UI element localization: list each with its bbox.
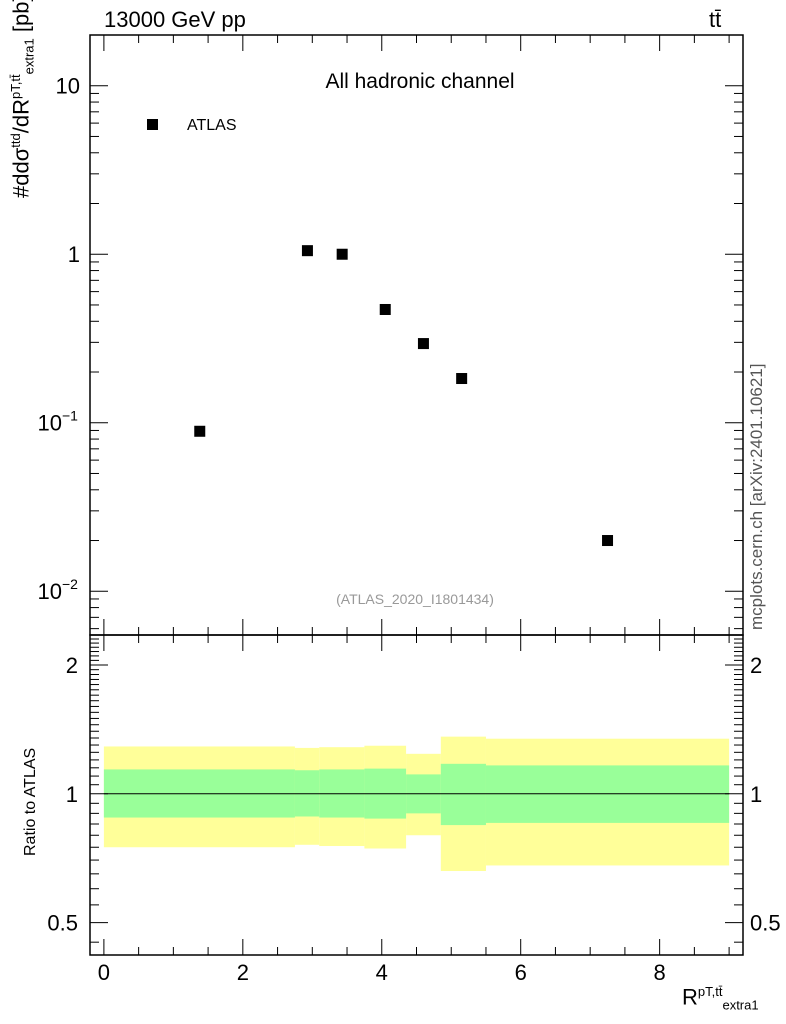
process-label: tt̄ [709, 7, 722, 32]
y-tick-label: 1 [68, 242, 80, 267]
x-tick-label: 4 [376, 960, 388, 985]
x-axis-label: RpT,tt̄extra1 [682, 984, 759, 1013]
y-tick-label: 10 [56, 74, 80, 99]
main-title: All hadronic channel [325, 70, 514, 93]
ratio-y-tick-label: 2 [66, 653, 78, 678]
legend-marker [147, 119, 158, 130]
axis-ticks [90, 34, 743, 955]
data-point [379, 303, 391, 315]
data-point [602, 535, 614, 547]
data-point [301, 245, 313, 257]
main-y-axis-label: #ddσttd/dRpT,tt̄extra1 [pb] [8, 0, 37, 198]
ratio-bands [103, 736, 730, 872]
legend-label: ATLAS [187, 117, 237, 134]
ratio-y-tick-label: 0.5 [47, 911, 78, 936]
data-point [336, 248, 348, 260]
y-tick-label: 10 [38, 579, 62, 604]
energy-label: 13000 GeV pp [104, 7, 246, 32]
y-tick-exponent: −1 [62, 408, 78, 424]
analysis-annotation: (ATLAS_2020_I1801434) [336, 591, 494, 607]
ratio-y-tick-label-right: 2 [750, 653, 762, 678]
ratio-y-tick-label-right: 0.5 [750, 911, 781, 936]
ratio-frame [89, 634, 744, 956]
x-tick-label: 2 [237, 960, 249, 985]
data-point [456, 373, 468, 385]
data-markers [194, 245, 614, 547]
data-point [417, 338, 429, 350]
ratio-y-axis-label: Ratio to ATLAS [22, 747, 39, 856]
y-tick-exponent: −2 [62, 576, 78, 592]
ratio-y-tick-label: 1 [66, 782, 78, 807]
x-tick-label: 8 [654, 960, 666, 985]
x-tick-label: 6 [515, 960, 527, 985]
data-point [194, 425, 206, 437]
watermark: mcplots.cern.ch [arXiv:2401.10621] [747, 363, 766, 630]
ratio-y-tick-label-right: 1 [750, 782, 762, 807]
x-tick-label: 0 [98, 960, 110, 985]
y-tick-label: 10 [38, 411, 62, 436]
ratio-inner-band [440, 763, 486, 826]
